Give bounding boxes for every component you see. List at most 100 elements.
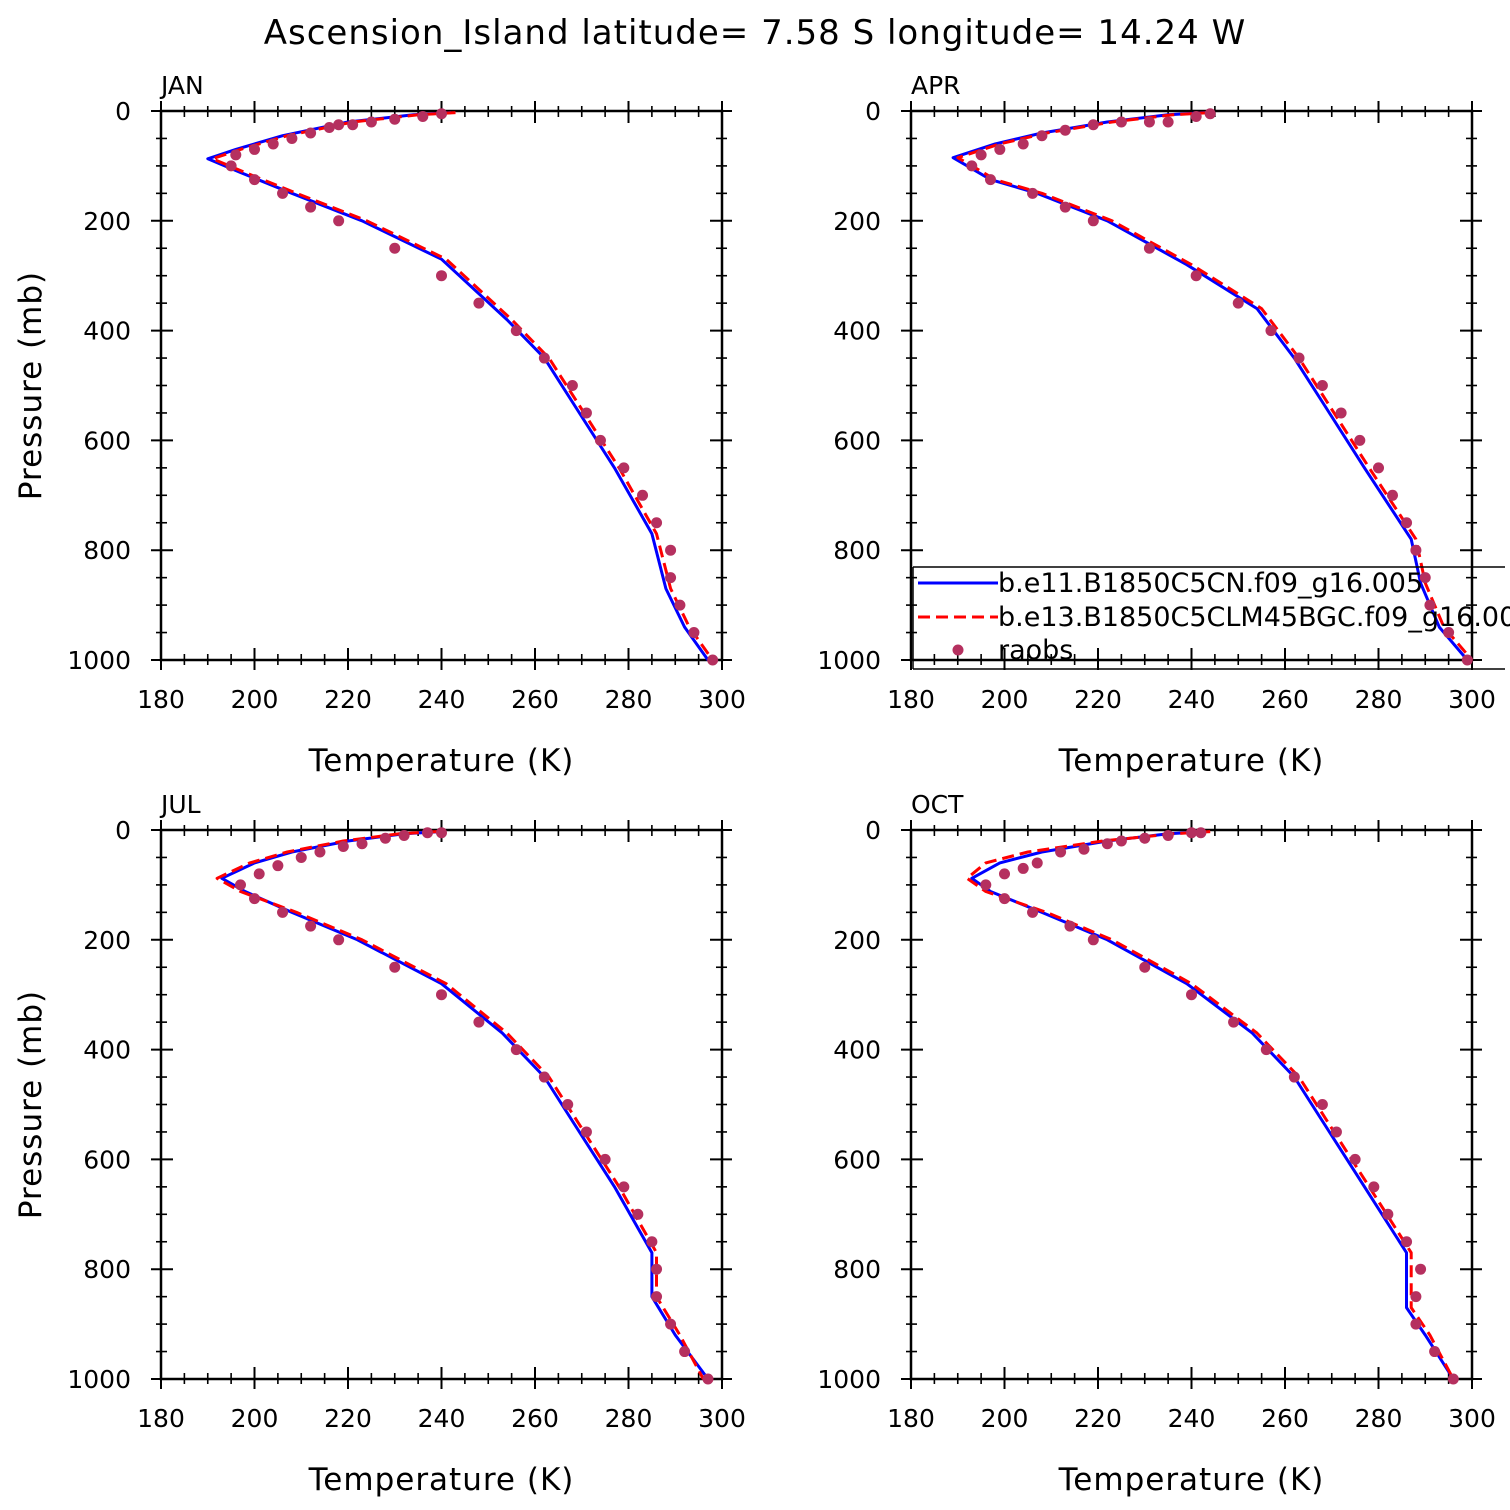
raobs-point: [1228, 1016, 1240, 1028]
raobs-point: [538, 1071, 550, 1083]
raobs-point: [1064, 920, 1076, 932]
raobs-point: [646, 1236, 658, 1248]
panel-label: OCT: [911, 790, 964, 819]
x-tick-label: 200: [981, 1404, 1029, 1433]
x-tick-label: 300: [698, 685, 746, 714]
raobs-point: [618, 1181, 630, 1193]
raobs-point: [1288, 1071, 1300, 1083]
raobs-point: [1419, 572, 1431, 584]
x-tick-label: 240: [418, 685, 466, 714]
panel-jan: JAN 180 200 220 240 260 280 300 0 200 400 600 800 100…: [13, 71, 746, 779]
raobs-point: [272, 860, 284, 872]
raobs-point: [473, 297, 485, 309]
legend: b.e11.B1850C5CN.f09_g16.005b.e13.B1850C5…: [912, 566, 1510, 670]
raobs-point: [305, 127, 317, 139]
x-tick-label: 180: [137, 685, 185, 714]
raobs-point: [365, 116, 377, 128]
raobs-point: [999, 893, 1010, 905]
x-axis-title: Temperature (K): [1058, 1462, 1325, 1498]
raobs-point: [305, 201, 317, 213]
raobs-point: [277, 187, 289, 199]
x-tick-label: 180: [887, 685, 935, 714]
raobs-point: [333, 119, 345, 131]
raobs-point: [253, 868, 265, 880]
raobs-point: [1190, 270, 1202, 282]
raobs-point: [632, 1208, 644, 1220]
raobs-point: [1424, 599, 1436, 611]
legend-label-b-e13: b.e13.B1850C5CLM45BGC.f09_g16.005: [998, 602, 1510, 633]
x-tick-label: 300: [1448, 685, 1496, 714]
x-tick-label: 200: [231, 685, 279, 714]
x-tick-label: 260: [1261, 685, 1309, 714]
raobs-point: [1265, 325, 1277, 337]
raobs-point: [1087, 215, 1099, 227]
raobs-point: [1195, 827, 1207, 839]
raobs-point: [225, 160, 237, 172]
y-tick-label: 200: [833, 207, 881, 236]
panel-jul: JUL 180 200 220 240 260 280 300 0 200 400 600 800 100…: [13, 790, 746, 1498]
raobs-point: [1059, 124, 1071, 136]
raobs-point: [1186, 827, 1197, 839]
y-tick-label: 0: [865, 97, 881, 126]
raobs-point: [379, 832, 391, 844]
raobs-point: [1443, 627, 1455, 639]
raobs-point: [249, 143, 260, 155]
raobs-point: [314, 846, 326, 858]
raobs-point: [1382, 1208, 1394, 1220]
x-axis-title: Temperature (K): [308, 1462, 575, 1498]
legend-label-raobs: raobs: [998, 635, 1073, 666]
series-raobs: [234, 827, 714, 1385]
y-tick-label: 600: [83, 1145, 131, 1174]
raobs-point: [398, 829, 410, 841]
raobs-point: [1415, 1263, 1427, 1275]
raobs-point: [1017, 862, 1029, 874]
x-tick-label: 260: [1261, 1404, 1309, 1433]
figure-title: Ascension_Island latitude= 7.58 S longit…: [264, 13, 1247, 53]
x-tick-label: 300: [1448, 1404, 1496, 1433]
y-tick-label: 800: [833, 1255, 881, 1284]
raobs-point: [1078, 843, 1090, 855]
y-tick-label: 0: [115, 816, 131, 845]
raobs-point: [1143, 116, 1155, 128]
x-tick-label: 280: [605, 685, 653, 714]
y-tick-label: 800: [83, 1255, 131, 1284]
y-tick-label: 800: [83, 536, 131, 565]
y-tick-label: 0: [865, 816, 881, 845]
y-tick-label: 400: [833, 317, 881, 346]
raobs-point: [436, 827, 447, 839]
raobs-point: [1232, 297, 1244, 309]
raobs-point: [305, 920, 317, 932]
raobs-point: [665, 1318, 677, 1330]
raobs-point: [421, 827, 433, 839]
raobs-point: [389, 961, 401, 973]
raobs-point: [566, 380, 578, 391]
series-raobs: [966, 108, 1473, 666]
raobs-point: [1354, 434, 1366, 446]
raobs-point: [1330, 1126, 1342, 1138]
raobs-point: [707, 654, 719, 666]
panel-label: JUL: [159, 790, 201, 819]
raobs-point: [1162, 116, 1174, 128]
raobs-point: [975, 149, 987, 161]
y-tick-label: 600: [833, 426, 881, 455]
raobs-point: [436, 108, 447, 120]
raobs-point: [1401, 517, 1413, 529]
raobs-point: [994, 143, 1006, 155]
y-tick-label: 400: [833, 1036, 881, 1065]
raobs-point: [651, 1263, 663, 1275]
raobs-point: [580, 407, 592, 419]
y-tick-label: 400: [83, 1036, 131, 1065]
raobs-point: [1368, 1181, 1380, 1193]
raobs-point: [1260, 1044, 1272, 1056]
y-tick-label: 1000: [817, 646, 881, 675]
raobs-point: [665, 544, 677, 556]
x-tick-label: 280: [605, 1404, 653, 1433]
series-b-e11-line: [970, 830, 1455, 1380]
raobs-point: [1335, 407, 1347, 419]
raobs-point: [702, 1373, 714, 1385]
raobs-point: [234, 879, 246, 891]
x-tick-label: 260: [511, 685, 559, 714]
raobs-point: [417, 110, 429, 122]
raobs-point: [966, 160, 978, 172]
